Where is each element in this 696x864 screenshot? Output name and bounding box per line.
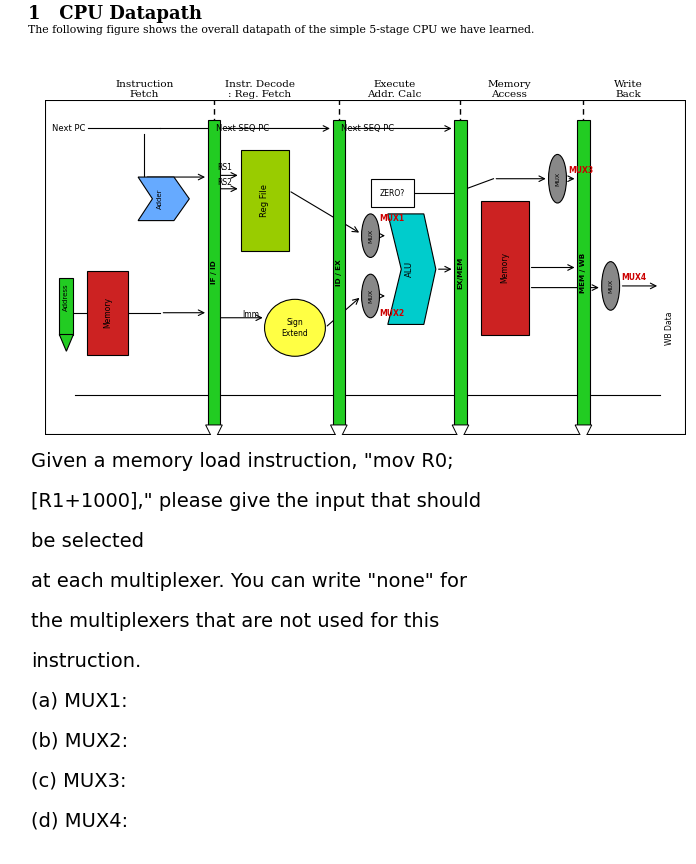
Ellipse shape — [548, 155, 567, 203]
Bar — [87, 270, 129, 354]
Polygon shape — [331, 425, 347, 442]
Text: Address: Address — [63, 284, 70, 311]
Bar — [454, 120, 466, 425]
Text: MUX1: MUX1 — [379, 214, 404, 224]
Bar — [241, 150, 289, 251]
Text: Execute
Addr. Calc: Execute Addr. Calc — [367, 79, 421, 99]
Polygon shape — [138, 177, 189, 220]
Bar — [370, 179, 414, 207]
Text: Given a memory load instruction, "mov R0;: Given a memory load instruction, "mov R0… — [31, 452, 454, 471]
Text: Memory
Access: Memory Access — [488, 79, 531, 99]
Text: MEM / WB: MEM / WB — [580, 252, 587, 293]
Text: EX/MEM: EX/MEM — [457, 257, 464, 289]
Text: MUX4: MUX4 — [622, 273, 647, 282]
Text: [R1+1000]," please give the input that should: [R1+1000]," please give the input that s… — [31, 492, 482, 511]
Text: Next SEQ PC: Next SEQ PC — [341, 124, 394, 133]
Bar — [481, 200, 529, 334]
Bar — [208, 120, 220, 425]
Text: MUX2: MUX2 — [379, 309, 404, 318]
Bar — [333, 120, 345, 425]
Text: Adder: Adder — [157, 188, 163, 209]
Ellipse shape — [361, 274, 379, 318]
Text: (b) MUX2:: (b) MUX2: — [31, 732, 129, 751]
Bar — [59, 277, 73, 334]
Text: ID / EX: ID / EX — [336, 259, 342, 286]
Text: RS1: RS1 — [217, 162, 232, 171]
Text: Instruction
Fetch: Instruction Fetch — [116, 79, 174, 99]
Ellipse shape — [361, 214, 379, 257]
Text: instruction.: instruction. — [31, 651, 141, 670]
Text: MUX: MUX — [608, 279, 613, 293]
Text: Next SEQ PC: Next SEQ PC — [216, 124, 269, 133]
Text: Imm: Imm — [242, 310, 260, 319]
Text: 1   CPU Datapath: 1 CPU Datapath — [28, 5, 202, 23]
Text: Write
Back: Write Back — [614, 79, 642, 99]
Text: MUX3: MUX3 — [569, 166, 594, 175]
Text: Memory: Memory — [104, 297, 113, 328]
Text: the multiplexers that are not used for this: the multiplexers that are not used for t… — [31, 612, 440, 631]
Text: MUX: MUX — [368, 229, 373, 243]
Polygon shape — [205, 425, 222, 442]
Text: Sign
Extend: Sign Extend — [282, 318, 308, 338]
Text: MUX: MUX — [555, 172, 560, 186]
Text: Reg File: Reg File — [260, 184, 269, 217]
Bar — [578, 120, 590, 425]
Text: (c) MUX3:: (c) MUX3: — [31, 772, 127, 791]
Text: Instr. Decode
: Reg. Fetch: Instr. Decode : Reg. Fetch — [225, 79, 294, 99]
Polygon shape — [59, 334, 73, 352]
Polygon shape — [452, 425, 469, 442]
Text: (d) MUX4:: (d) MUX4: — [31, 811, 129, 830]
Ellipse shape — [601, 262, 619, 310]
Text: MUX: MUX — [368, 289, 373, 303]
Text: Memory: Memory — [500, 252, 509, 283]
Polygon shape — [388, 214, 436, 325]
Text: ZERO?: ZERO? — [380, 188, 405, 198]
Text: WB Data: WB Data — [665, 311, 674, 345]
Text: RS2: RS2 — [217, 178, 232, 187]
Text: The following figure shows the overall datapath of the simple 5-stage CPU we hav: The following figure shows the overall d… — [28, 25, 535, 35]
Text: at each multiplexer. You can write "none" for: at each multiplexer. You can write "none… — [31, 572, 468, 591]
Ellipse shape — [264, 299, 325, 356]
Text: be selected: be selected — [31, 532, 144, 551]
Polygon shape — [575, 425, 592, 442]
Text: ALU: ALU — [404, 261, 413, 277]
Text: (a) MUX1:: (a) MUX1: — [31, 691, 128, 710]
Text: Next PC: Next PC — [52, 124, 85, 133]
Text: IF / ID: IF / ID — [211, 261, 217, 284]
